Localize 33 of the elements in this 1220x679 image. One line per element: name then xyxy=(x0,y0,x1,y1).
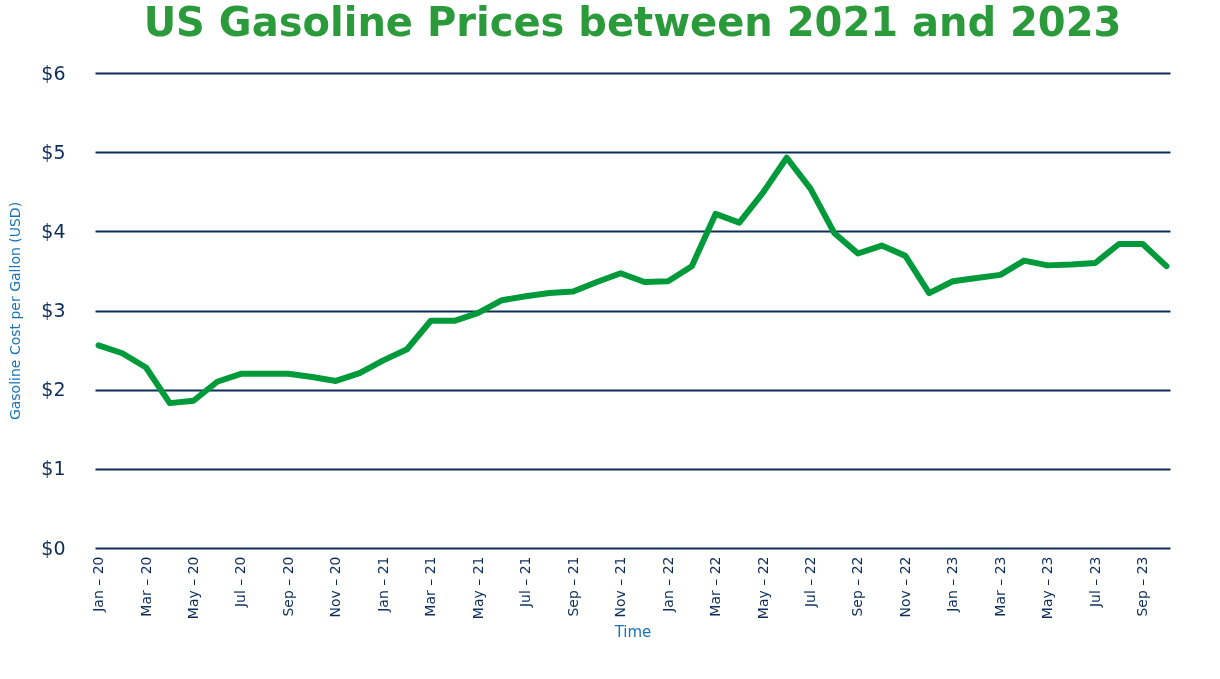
x-tick-label: May – 22 xyxy=(754,556,771,620)
x-tick-label: Jan – 21 xyxy=(374,556,391,613)
x-tick-label: Nov – 22 xyxy=(896,556,913,618)
x-tick-label: Mar – 23 xyxy=(991,556,1008,617)
x-tick-label: Jan – 22 xyxy=(659,556,676,613)
chart-title: US Gasoline Prices between 2021 and 2023 xyxy=(143,0,1122,45)
x-axis-title: Time xyxy=(613,623,652,642)
x-tick-label: Jul – 22 xyxy=(801,556,818,609)
x-tick-label: Jan – 20 xyxy=(90,556,107,613)
x-tick-label: Nov – 20 xyxy=(327,556,344,618)
y-tick-label: $5 xyxy=(41,140,66,163)
x-tick-label: Nov – 21 xyxy=(612,556,629,618)
x-tick-label: Jan – 23 xyxy=(944,556,961,613)
x-tick-label: Mar – 22 xyxy=(707,556,724,617)
y-tick-label: $6 xyxy=(41,61,66,84)
y-tick-label: $2 xyxy=(41,378,66,401)
y-tick-label: $1 xyxy=(41,457,66,480)
y-axis-title: Gasoline Cost per Gallon (USD) xyxy=(7,201,24,421)
x-tick-label: May – 23 xyxy=(1039,556,1056,620)
x-tick-label: Jul – 20 xyxy=(232,556,249,609)
x-tick-label: May – 21 xyxy=(469,556,486,620)
x-tick-label: Sep – 23 xyxy=(1134,556,1151,617)
x-tick-label: Jul – 21 xyxy=(517,556,534,609)
y-tick-label: $0 xyxy=(41,536,66,559)
x-tick-label: Mar – 20 xyxy=(137,556,154,617)
x-tick-label: Sep – 22 xyxy=(849,556,866,617)
x-tick-label: Sep – 20 xyxy=(279,556,296,617)
x-tick-label: Jul – 23 xyxy=(1086,556,1103,609)
x-tick-label: Mar – 21 xyxy=(422,556,439,617)
y-tick-label: $3 xyxy=(41,299,66,321)
x-tick-label: Sep – 21 xyxy=(564,556,581,617)
y-tick-label: $4 xyxy=(41,219,66,242)
x-tick-label: May – 20 xyxy=(184,556,201,620)
